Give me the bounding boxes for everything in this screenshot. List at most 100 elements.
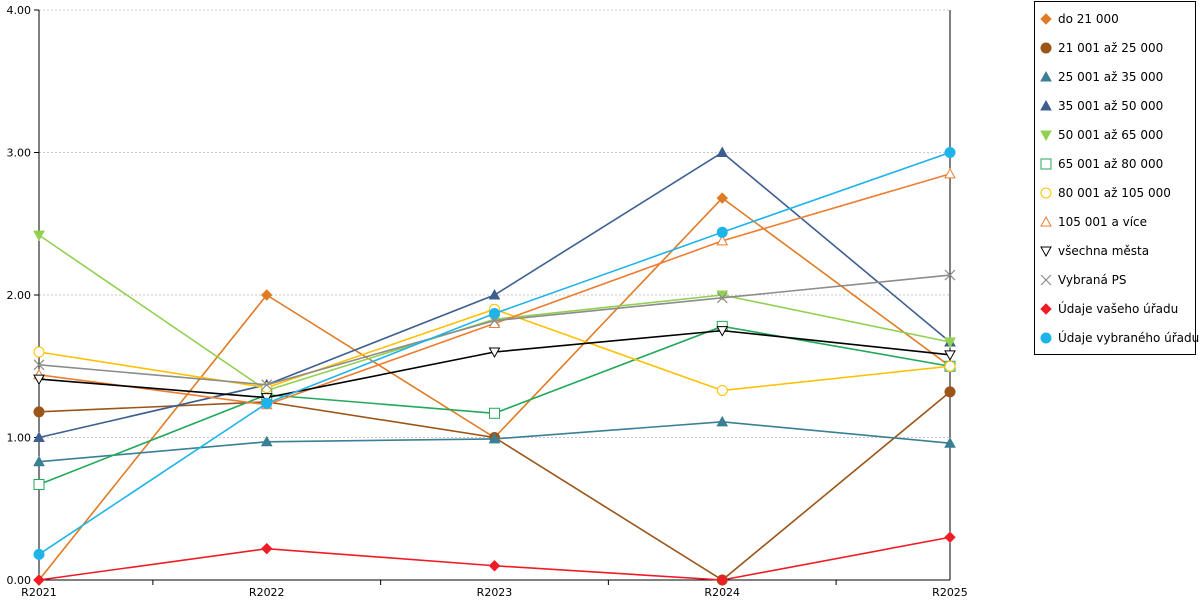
series-line <box>38 197 951 581</box>
data-point <box>261 397 273 409</box>
series-line <box>38 391 951 581</box>
legend-label: 105 001 a více <box>1058 215 1148 229</box>
y-tick-label: 3.00 <box>7 147 32 160</box>
legend-item: Údaje vašeho úřadu <box>1035 299 1195 319</box>
data-point <box>716 326 729 337</box>
legend-marker-icon <box>1040 246 1052 258</box>
legend-item: 80 001 až 105 000 <box>1035 183 1195 203</box>
data-point <box>489 407 500 419</box>
series-9 <box>33 269 956 391</box>
legend-marker <box>1040 158 1052 170</box>
legend-marker-icon <box>1040 274 1052 286</box>
legend-label: Údaje vybraného úřadu <box>1058 331 1200 345</box>
data-point <box>716 234 729 246</box>
data-point <box>33 548 45 560</box>
y-tick-label: 2.00 <box>7 289 32 302</box>
legend-item: 50 001 až 65 000 <box>1035 125 1195 145</box>
data-point <box>944 337 956 349</box>
legend-marker <box>1040 215 1052 227</box>
series-line <box>38 536 951 581</box>
series-8 <box>33 326 956 404</box>
data-point <box>33 346 45 358</box>
data-point <box>33 479 45 491</box>
legend-marker <box>1040 13 1052 25</box>
legend-marker-icon <box>1040 99 1052 111</box>
legend-marker <box>1040 274 1052 286</box>
legend-item: do 21 000 <box>1035 9 1195 29</box>
series-11 <box>33 147 956 560</box>
x-tick-label: R2024 <box>704 586 740 599</box>
legend-marker <box>1040 99 1052 111</box>
legend-marker-icon <box>1040 13 1052 25</box>
legend-marker <box>1040 187 1052 199</box>
data-point <box>488 347 501 359</box>
data-point <box>488 560 501 572</box>
data-point <box>716 415 729 427</box>
data-point <box>261 542 273 555</box>
series-0 <box>33 192 956 586</box>
data-point <box>260 435 273 447</box>
data-point <box>33 574 45 586</box>
data-point <box>716 192 728 204</box>
data-point <box>944 147 956 158</box>
data-point <box>261 379 273 391</box>
data-point <box>33 374 45 386</box>
data-point <box>488 288 501 300</box>
legend-label: 21 001 až 25 000 <box>1058 41 1164 55</box>
x-tick-label: R2023 <box>477 586 513 599</box>
data-point <box>33 431 45 442</box>
legend-label: 80 001 až 105 000 <box>1058 186 1171 200</box>
legend-label: Vybraná PS <box>1058 273 1127 287</box>
legend-marker <box>1040 70 1052 82</box>
x-tick-label: R2021 <box>21 586 57 599</box>
data-point <box>944 269 956 281</box>
legend-label: 35 001 až 50 000 <box>1058 99 1164 113</box>
x-tick-label: R2022 <box>249 586 285 599</box>
series-10 <box>33 531 956 586</box>
data-point <box>33 455 45 467</box>
legend-item: 105 001 a více <box>1035 212 1195 232</box>
data-point <box>716 292 728 304</box>
data-point <box>716 226 728 238</box>
legend-marker <box>1040 332 1052 344</box>
data-point <box>716 384 728 396</box>
legend-item: 35 001 až 50 000 <box>1035 96 1195 116</box>
data-point <box>944 531 956 543</box>
legend-marker-icon <box>1040 187 1052 199</box>
legend-label: 25 001 až 35 000 <box>1058 70 1164 84</box>
y-tick-label: 0.00 <box>7 574 32 587</box>
data-point <box>488 432 501 444</box>
legend-item: všechna města <box>1035 241 1195 261</box>
data-point <box>716 146 729 157</box>
data-point <box>944 360 956 372</box>
y-tick-label: 4.00 <box>7 4 32 17</box>
legend-item: 65 001 až 80 000 <box>1035 154 1195 174</box>
series-line <box>38 329 951 399</box>
y-tick-label: 1.00 <box>7 432 32 445</box>
legend-item: Vybraná PS <box>1035 270 1195 290</box>
legend-marker-icon <box>1040 130 1052 142</box>
legend-marker-icon <box>1040 42 1052 54</box>
legend-marker <box>1040 246 1052 258</box>
legend-marker <box>1040 303 1052 315</box>
tick-labels: 0.00 1.00 2.00 3.00 4.00 R2021 R2022 R2023 R2024… <box>7 4 968 599</box>
data-point <box>33 359 45 371</box>
legend-label: do 21 000 <box>1058 12 1119 26</box>
data-point <box>944 437 956 448</box>
data-point <box>489 308 500 320</box>
legend-marker-icon <box>1040 158 1052 170</box>
data-point <box>33 230 45 242</box>
data-point <box>944 350 956 361</box>
legend-marker-icon <box>1040 70 1052 82</box>
legend-marker <box>1040 130 1052 142</box>
legend-marker-icon <box>1040 332 1052 344</box>
series-layer <box>33 146 956 586</box>
legend-marker-icon <box>1040 215 1052 227</box>
data-point <box>33 406 45 418</box>
data-point <box>944 386 956 398</box>
data-point <box>261 289 273 301</box>
legend-label: 50 001 až 65 000 <box>1058 128 1164 142</box>
legend-marker-icon <box>1040 303 1052 315</box>
legend-label: Údaje vašeho úřadu <box>1058 302 1179 316</box>
